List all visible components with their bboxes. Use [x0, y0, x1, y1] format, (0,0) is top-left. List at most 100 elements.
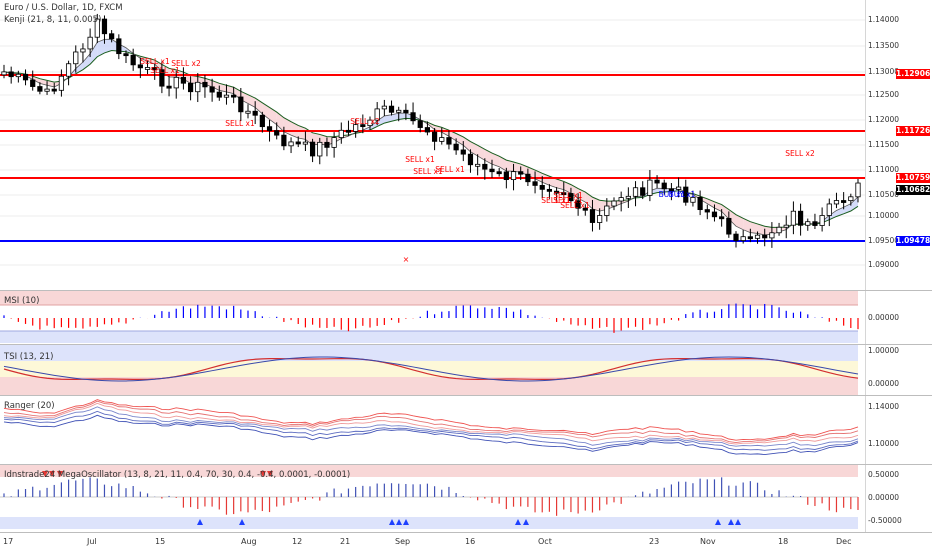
tsi-lower-zone: [0, 377, 858, 395]
indicator-title: Kenji (21, 8, 11, 0.005): [4, 15, 102, 25]
candle-body: [675, 186, 682, 190]
ranger-band-line: [3, 402, 859, 445]
time-axis[interactable]: 17 Jul 15 Aug 12 21 Sep 16 Oct 23 Nov 18…: [0, 533, 932, 550]
candle-body: [137, 64, 143, 69]
candle-body: [439, 137, 445, 142]
oscillator-axis[interactable]: [865, 465, 932, 532]
kenji-cloud: [262, 102, 270, 120]
candle-body: [403, 109, 409, 114]
time-label: Aug: [241, 537, 257, 546]
candle-body: [668, 188, 675, 192]
candle-body: [195, 81, 201, 93]
candle-body: [489, 168, 495, 173]
kenji-cloud: [750, 221, 758, 234]
tsi-axis[interactable]: [865, 345, 932, 395]
candle-body: [654, 179, 660, 184]
price-tick: 1.13000: [868, 67, 900, 76]
candle-body: [410, 112, 416, 122]
candle-body: [144, 67, 151, 70]
kenji-fast-line: [3, 38, 859, 236]
tsi-title: TSI (13, 21): [4, 352, 54, 362]
candle-body: [309, 141, 316, 157]
pane-separator[interactable]: [0, 464, 932, 465]
kenji-cloud: [219, 83, 227, 92]
oscillator-upper-zone: [0, 465, 858, 477]
kenji-cloud: [492, 153, 500, 167]
price-plot[interactable]: SELL x1 SELL x1 SELL x2 SELL x1 SELL x2 SELL …: [0, 0, 865, 290]
candle-body: [855, 182, 861, 198]
candle-body: [589, 209, 596, 223]
candle-body: [726, 217, 732, 235]
candle-body: [510, 171, 517, 181]
candle-body: [783, 224, 789, 228]
signal-label: SELL x1: [560, 201, 590, 210]
candle-body: [324, 141, 330, 148]
candle-body: [37, 86, 43, 92]
candle-body: [482, 163, 488, 170]
time-label: Oct: [538, 537, 552, 546]
candle-body: [740, 236, 746, 241]
candle-body: [94, 18, 100, 38]
time-label: Dec: [836, 537, 852, 546]
candle-body: [446, 137, 452, 145]
candle-body: [532, 181, 538, 186]
time-label: Jul: [87, 537, 97, 546]
signal-label: SELL x1: [435, 165, 465, 174]
time-label: 12: [292, 537, 303, 546]
candle-body: [152, 67, 158, 71]
candle-body: [116, 38, 122, 55]
mega-oscillator-pane[interactable]: Idnstrade24 MegaOscillator (13, 8, 21, 1…: [0, 465, 932, 532]
price-tick: 1.11000: [868, 165, 900, 174]
msi-pane[interactable]: MSI (10) 0.00000: [0, 291, 932, 344]
kenji-cloud: [398, 113, 406, 120]
candle-body: [632, 187, 639, 197]
signal-label: SELL x1: [150, 66, 180, 75]
oscillator-lower-zone: [0, 517, 858, 529]
kenji-cloud: [721, 204, 729, 220]
candle-body: [15, 73, 21, 78]
candle-body: [503, 171, 509, 181]
buy-arrow-icon: [523, 519, 529, 525]
oscillator-title: Idnstrade24 MegaOscillator (13, 8, 21, 1…: [4, 470, 351, 480]
candle-body: [58, 75, 65, 91]
buy-arrow-icon: [389, 519, 395, 525]
pane-separator[interactable]: [0, 290, 932, 291]
tsi-pane[interactable]: TSI (13, 21) 1.00000 0.00000: [0, 345, 932, 395]
candle-body: [259, 114, 265, 128]
signal-label: SELL x1: [140, 57, 170, 66]
time-label: 18: [778, 537, 789, 546]
signal-label: SELL x1: [553, 196, 583, 205]
candle-body: [597, 215, 603, 223]
candle-body: [841, 200, 847, 203]
kenji-cloud: [829, 210, 837, 220]
candle-body: [625, 195, 631, 199]
candle-body: [30, 79, 36, 87]
kenji-cloud: [736, 214, 744, 230]
kenji-cloud: [190, 75, 198, 84]
price-pane[interactable]: SELL x1 SELL x1 SELL x2 SELL x1 SELL x2 SELL …: [0, 0, 932, 290]
ranger-pane[interactable]: Ranger (20) 1.14000 1.10000: [0, 396, 932, 464]
candle-body: [611, 200, 617, 207]
candle-body: [51, 88, 57, 92]
pane-separator[interactable]: [0, 395, 932, 396]
msi-axis[interactable]: [865, 291, 932, 344]
candle-body: [754, 234, 761, 239]
pane-separator[interactable]: [0, 344, 932, 345]
candle-body: [187, 82, 194, 93]
candle-body: [826, 203, 832, 216]
candle-body: [790, 210, 797, 226]
candle-body: [345, 129, 352, 133]
candle-body: [747, 236, 753, 240]
candle-body: [396, 109, 402, 113]
candle-body: [73, 51, 79, 65]
candle-body: [769, 232, 775, 239]
oscillator-tick: 0.00000: [868, 493, 900, 502]
candle-body: [690, 196, 696, 203]
ranger-axis[interactable]: [865, 396, 932, 464]
candle-body: [546, 188, 553, 192]
candle-body: [173, 76, 179, 89]
candle-body: [553, 190, 560, 194]
candle-body: [797, 210, 804, 226]
signal-label: SELL x2: [350, 117, 380, 126]
